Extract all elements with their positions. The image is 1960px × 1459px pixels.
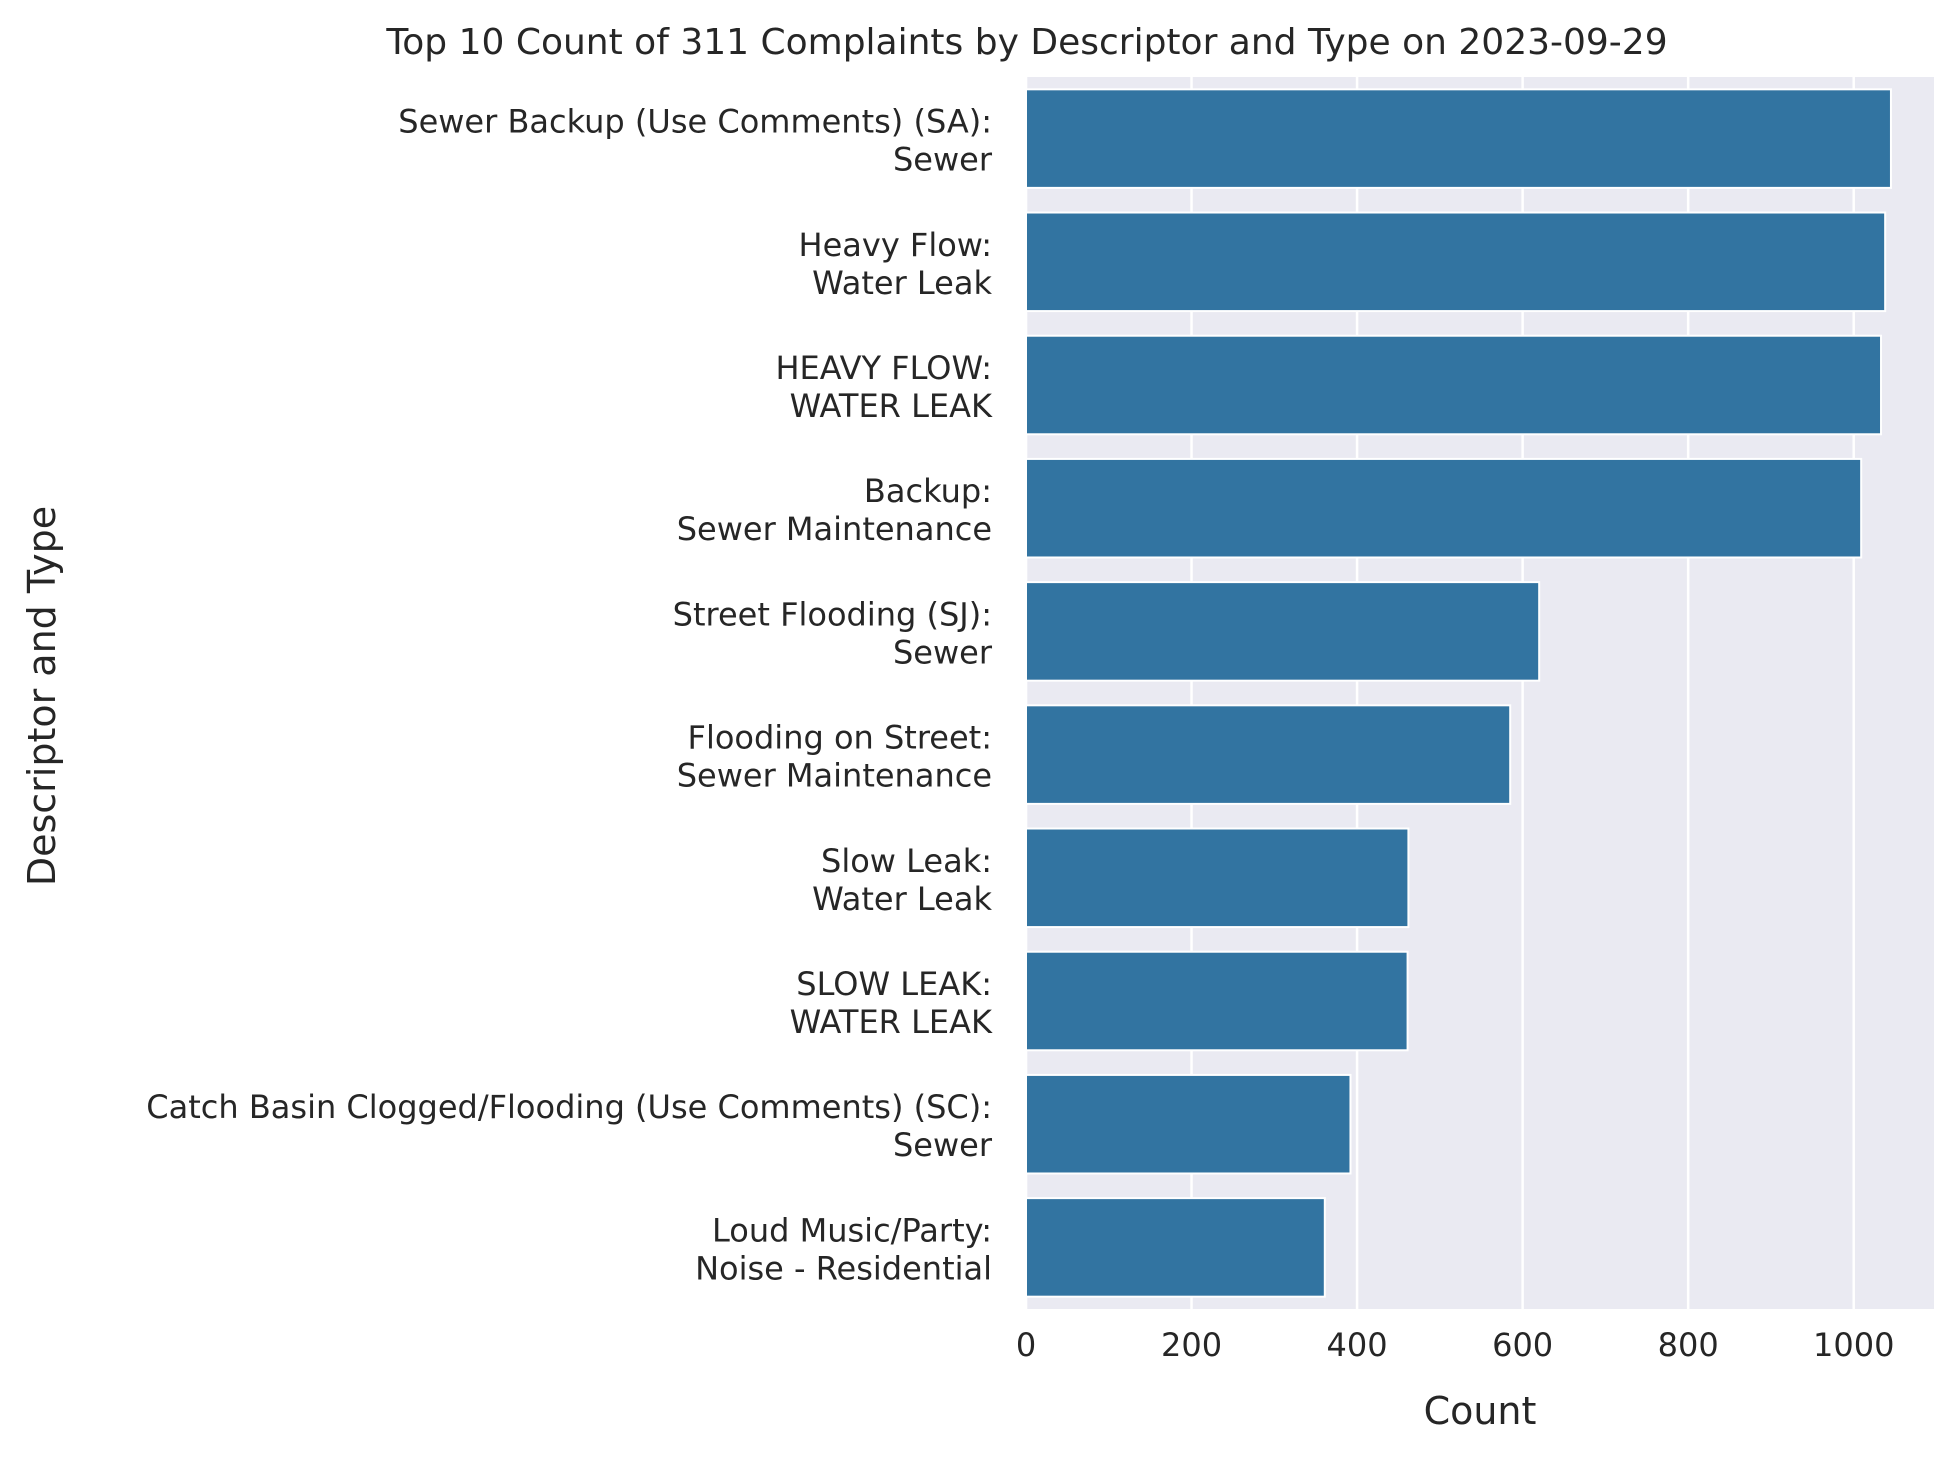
y-tick-label-line: Slow Leak:	[821, 842, 992, 880]
bar-6	[1025, 827, 1410, 929]
x-tick-label-800: 800	[1658, 1326, 1719, 1364]
y-tick-label-7: SLOW LEAK: WATER LEAK	[790, 965, 993, 1041]
y-tick-label-line: Sewer	[893, 141, 993, 179]
bar-2	[1025, 334, 1883, 436]
y-tick-label-line: Sewer	[893, 1126, 993, 1164]
y-tick-label-line: Catch Basin Clogged/Flooding (Use Commen…	[146, 1088, 992, 1126]
y-tick-label-line: Water Leak	[812, 880, 992, 918]
bars	[1025, 88, 1892, 1298]
y-tick-label-5: Flooding on Street: Sewer Maintenance	[677, 719, 992, 795]
y-tick-label-line: Backup:	[864, 472, 992, 510]
y-tick-label-4: Street Flooding (SJ): Sewer	[673, 595, 993, 671]
x-tick-label-600: 600	[1492, 1326, 1553, 1364]
bar-3	[1025, 457, 1863, 559]
y-tick-label-3: Backup: Sewer Maintenance	[677, 472, 992, 548]
y-axis-label: Descriptor and Type	[20, 506, 64, 886]
x-axis-label: Count	[1424, 1389, 1537, 1433]
y-tick-label-line: HEAVY FLOW:	[775, 349, 992, 387]
y-tick-label-line: Sewer Maintenance	[677, 510, 992, 548]
bar-9	[1025, 1197, 1326, 1298]
y-tick-label-9: Loud Music/Party: Noise - Residential	[695, 1211, 992, 1287]
x-tick-label-400: 400	[1327, 1326, 1388, 1364]
x-tick-labels: 0 200 400 600 800 1000	[1016, 1326, 1895, 1364]
y-tick-label-2: HEAVY FLOW: WATER LEAK	[775, 349, 993, 425]
y-tick-label-line: Heavy Flow:	[799, 226, 992, 264]
y-tick-label-line: Water Leak	[812, 264, 992, 302]
y-tick-label-1: Heavy Flow: Water Leak	[799, 226, 993, 302]
y-tick-label-line: Flooding on Street:	[688, 719, 992, 757]
y-tick-label-8: Catch Basin Clogged/Flooding (Use Commen…	[146, 1088, 993, 1164]
y-tick-label-line: SLOW LEAK:	[796, 965, 992, 1003]
x-tick-label-0: 0	[1016, 1326, 1036, 1364]
y-tick-label-line: Sewer Backup (Use Comments) (SA):	[398, 103, 992, 141]
bar-5	[1025, 704, 1512, 805]
y-tick-label-6: Slow Leak: Water Leak	[812, 842, 992, 918]
chart-title: Top 10 Count of 311 Complaints by Descri…	[385, 22, 1667, 63]
bar-1	[1025, 211, 1887, 313]
bar-4	[1025, 581, 1541, 682]
y-tick-label-line: Loud Music/Party:	[712, 1211, 992, 1249]
y-tick-label-line: Street Flooding (SJ):	[673, 595, 992, 633]
y-tick-label-0: Sewer Backup (Use Comments) (SA): Sewer	[398, 103, 993, 179]
y-tick-label-line: WATER LEAK	[790, 1003, 993, 1041]
y-tick-label-line: Noise - Residential	[695, 1249, 992, 1287]
bar-8	[1025, 1073, 1352, 1175]
y-tick-label-line: Sewer Maintenance	[677, 757, 992, 795]
y-tick-labels: Sewer Backup (Use Comments) (SA): SewerHe…	[146, 103, 993, 1288]
x-tick-label-1000: 1000	[1813, 1326, 1894, 1364]
bar-0	[1025, 88, 1892, 189]
x-tick-label-200: 200	[1161, 1326, 1222, 1364]
y-tick-label-line: WATER LEAK	[790, 387, 993, 425]
y-tick-label-line: Sewer	[893, 633, 993, 671]
bar-7	[1025, 950, 1409, 1052]
